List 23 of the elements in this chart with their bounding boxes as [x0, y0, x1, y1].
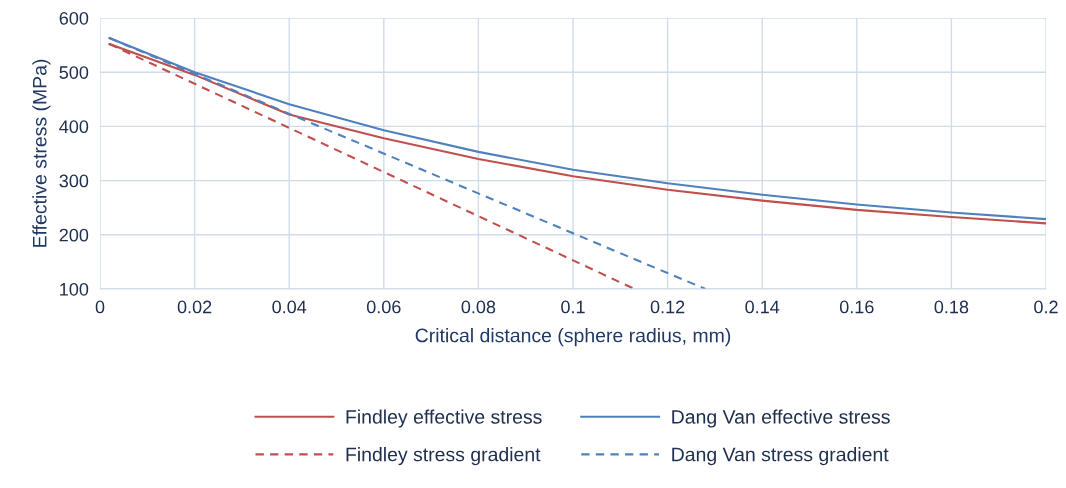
y-tick-label: 300 [59, 174, 89, 188]
x-tick-label: 0.2 [1034, 300, 1058, 314]
legend-label: Dang Van stress gradient [672, 447, 889, 466]
legend-label: Findley effective stress [346, 409, 542, 428]
y-tick-label: 500 [59, 66, 89, 79]
x-tick-label: 0.02 [177, 300, 212, 314]
x-tick-label: 0.14 [745, 300, 780, 314]
x-tick-label: 0.04 [272, 300, 307, 314]
y-tick-label: 400 [59, 120, 89, 134]
y-axis-title: Effective stress (MPa) [32, 59, 51, 247]
y-tick-label: 600 [59, 11, 89, 25]
x-axis-title: Critical distance (sphere radius, mm) [415, 328, 731, 347]
y-tick-label: 100 [60, 282, 89, 296]
x-tick-label: 0.18 [934, 300, 969, 314]
y-tick-label: 200 [59, 228, 89, 242]
legend-label: Findley stress gradient [346, 447, 541, 466]
x-tick-label: 0.06 [366, 300, 401, 314]
x-tick-label: 0 [95, 300, 105, 314]
x-tick-label: 0.12 [650, 300, 685, 314]
x-tick-label: 0.16 [839, 300, 874, 314]
x-tick-label: 0.1 [561, 300, 585, 314]
legend-label: Dang Van effective stress [672, 409, 890, 428]
x-tick-label: 0.08 [461, 300, 496, 314]
